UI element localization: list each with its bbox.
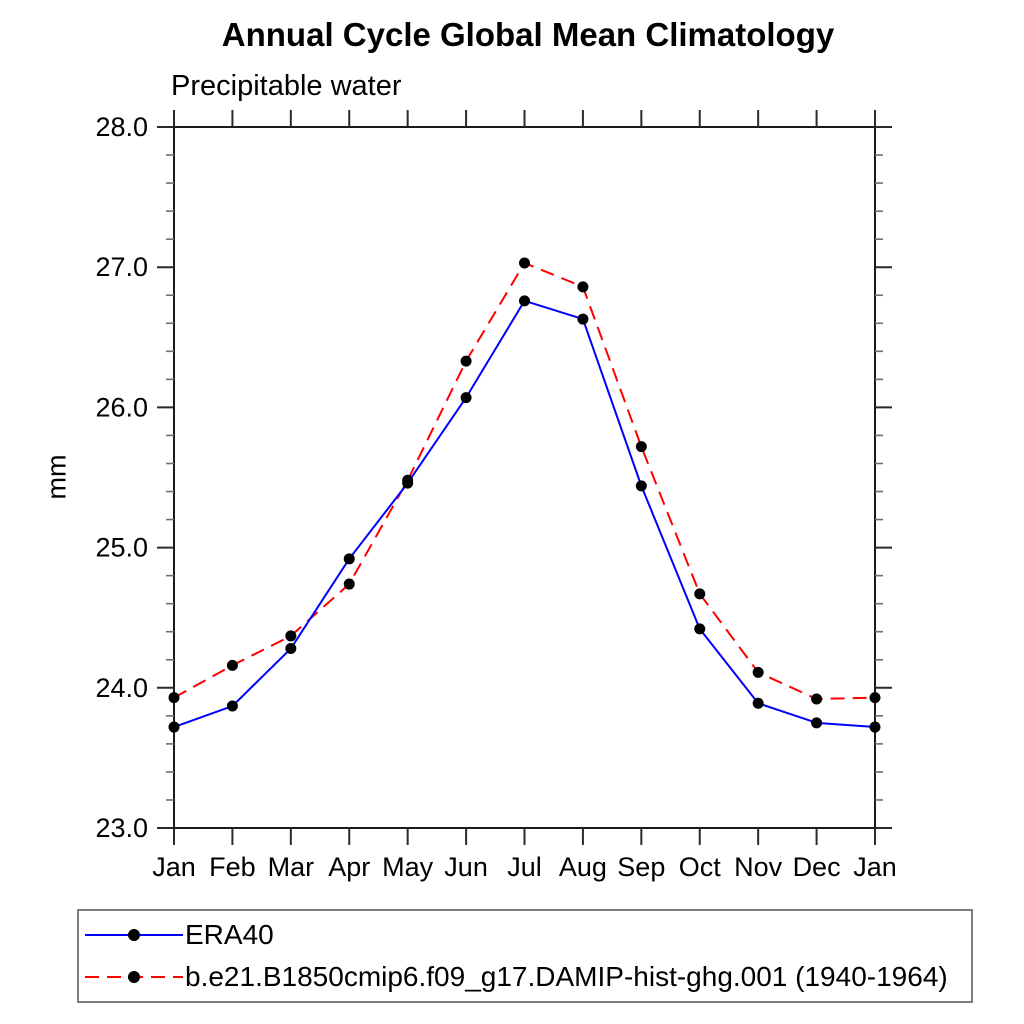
data-point-marker-s1 (694, 588, 706, 600)
data-point-marker-s0 (752, 697, 764, 709)
legend-line-sample-dashed (85, 971, 183, 983)
plot-frame (173, 126, 876, 829)
y-tick-label: 27.0 (95, 252, 148, 282)
data-point-marker-s1 (519, 257, 530, 269)
x-tick-label: May (382, 852, 434, 882)
data-point-marker-s0 (811, 717, 823, 729)
x-tick-label: Dec (793, 852, 841, 882)
x-tick-label: Jan (853, 852, 897, 882)
y-tick-label: 24.0 (95, 673, 148, 703)
data-point-marker-s1 (869, 692, 881, 704)
x-tick-label: Jan (152, 852, 196, 882)
x-tick-label: Sep (617, 852, 665, 882)
legend-marker-dot-icon (128, 929, 140, 941)
legend-label-era40: ERA40 (185, 919, 274, 950)
y-tick-label: 26.0 (95, 392, 148, 422)
data-point-marker-s1 (168, 692, 180, 704)
chart-title: Annual Cycle Global Mean Climatology (221, 16, 835, 53)
data-point-marker-s0 (285, 643, 297, 655)
x-tick-label: Jun (444, 852, 488, 882)
data-point-marker-s0 (226, 700, 238, 712)
legend-marker-dot-icon (128, 971, 140, 983)
x-tick-label: Oct (679, 852, 722, 882)
data-point-marker-s1 (226, 659, 238, 671)
x-tick-label: Nov (734, 852, 783, 882)
data-point-marker-s0 (343, 553, 355, 565)
data-point-marker-s1 (402, 474, 414, 486)
data-point-marker-s0 (577, 313, 589, 325)
chart-subtitle: Precipitable water (171, 70, 402, 102)
data-point-marker-s1 (811, 693, 823, 705)
data-point-marker-s0 (519, 295, 530, 307)
legend-box: ERA40 b.e21.B1850cmip6.f09_g17.DAMIP-his… (77, 909, 973, 1003)
legend-entry-era40: ERA40 (79, 915, 971, 955)
y-tick-label: 23.0 (95, 813, 148, 843)
data-point-marker-s0 (869, 721, 881, 733)
series-line-0 (173, 299, 876, 729)
x-tick-label: Mar (268, 852, 315, 882)
data-point-marker-s1 (460, 355, 472, 367)
x-tick-label: Aug (559, 852, 607, 882)
y-tick-label: 28.0 (95, 112, 148, 142)
x-tick-label: Apr (328, 852, 370, 882)
data-point-marker-s1 (285, 630, 297, 642)
data-point-marker-s0 (635, 480, 647, 492)
legend-entry-model: b.e21.B1850cmip6.f09_g17.DAMIP-hist-ghg.… (79, 957, 971, 997)
x-tick-label: Jul (507, 852, 542, 882)
data-point-marker-s1 (577, 281, 589, 293)
data-point-marker-s1 (635, 441, 647, 453)
data-point-marker-s1 (343, 578, 355, 590)
legend-line-sample-solid (85, 929, 183, 941)
data-point-marker-s0 (168, 721, 180, 733)
x-tick-label: Feb (209, 852, 256, 882)
data-point-marker-s0 (460, 392, 472, 404)
legend-label-model: b.e21.B1850cmip6.f09_g17.DAMIP-hist-ghg.… (185, 961, 948, 992)
data-point-marker-s0 (694, 623, 706, 635)
series-line-1 (173, 261, 876, 701)
data-point-marker-s1 (752, 666, 764, 678)
y-tick-label: 25.0 (95, 533, 148, 563)
